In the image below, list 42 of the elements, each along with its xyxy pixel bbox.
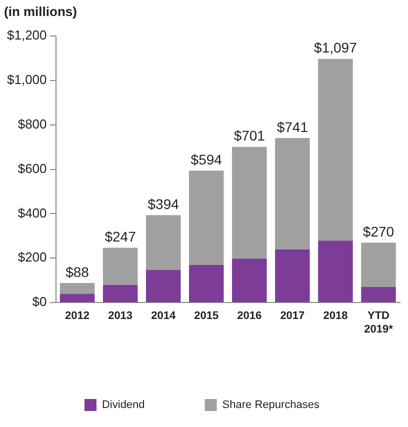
x-tick-label: 2017 (280, 310, 305, 322)
total-label: $247 (104, 228, 136, 245)
bar (102, 284, 138, 302)
x-tick-label: YTD 2019* (364, 310, 394, 336)
x-tick-label: 2015 (194, 310, 219, 322)
legend-label: Dividend (102, 399, 145, 412)
bar (275, 250, 310, 302)
bar (275, 138, 310, 250)
bar (361, 242, 396, 288)
bar (102, 248, 138, 285)
y-tick-label: $0 (32, 294, 47, 310)
bar (60, 294, 95, 302)
x-tick-label: 2018 (323, 310, 348, 322)
bar (146, 270, 181, 302)
bar (232, 146, 267, 259)
bar (188, 170, 224, 266)
y-axis-title: (in millions) (4, 4, 77, 19)
bar (318, 240, 353, 302)
bar (361, 287, 396, 302)
y-tick-label: $1,200 (6, 28, 47, 43)
y-tick-label: $1,000 (6, 72, 47, 88)
y-tick-label: $200 (18, 250, 47, 265)
bar (146, 215, 181, 270)
total-label: $701 (234, 128, 266, 144)
x-tick-label: 2012 (65, 310, 90, 322)
bar (232, 258, 267, 302)
legend-label: Share Repurchases (222, 399, 320, 412)
y-tick-label: $600 (18, 160, 47, 176)
bar (60, 283, 95, 294)
total-label: $1,097 (314, 40, 358, 56)
total-label: $394 (148, 196, 180, 212)
y-tick-label: $400 (18, 205, 47, 220)
total-label: $270 (362, 223, 394, 240)
y-tick-label: $800 (18, 116, 47, 132)
bar (318, 58, 353, 241)
x-tick-label: 2014 (151, 310, 176, 322)
total-label: $594 (190, 151, 222, 168)
bar (188, 265, 224, 302)
total-label: $741 (276, 118, 308, 135)
x-tick-label: 2013 (108, 310, 133, 322)
total-label: $88 (66, 264, 90, 280)
x-tick-label: 2016 (237, 310, 262, 322)
